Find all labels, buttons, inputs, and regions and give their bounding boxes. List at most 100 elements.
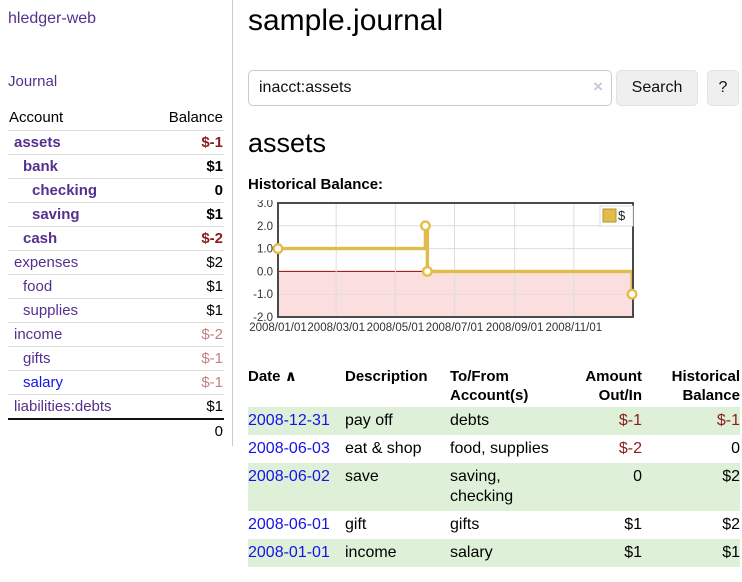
register-col-balance: Historical Balance bbox=[671, 368, 740, 404]
account-balance: $1 bbox=[148, 154, 224, 179]
account-balance: $1 bbox=[148, 202, 224, 227]
svg-text:2.0: 2.0 bbox=[257, 221, 273, 233]
chart-legend-label: $ bbox=[618, 208, 626, 223]
account-link-checking[interactable]: checking bbox=[32, 182, 98, 199]
accounts-col-account: Account bbox=[8, 105, 149, 131]
register-balance: 0 bbox=[731, 440, 740, 457]
svg-text:0.0: 0.0 bbox=[257, 266, 273, 278]
account-link-saving[interactable]: saving bbox=[32, 206, 80, 223]
chart-marker bbox=[626, 288, 638, 300]
account-link-salary[interactable]: salary bbox=[23, 374, 64, 391]
svg-text:3.0: 3.0 bbox=[257, 200, 273, 210]
register-accounts: food, supplies bbox=[450, 440, 549, 457]
account-link-liabilities-debts[interactable]: liabilities:debts bbox=[14, 398, 112, 415]
register-col-accounts: To/From Account(s) bbox=[450, 368, 529, 404]
account-link-supplies[interactable]: supplies bbox=[23, 302, 79, 319]
account-balance: $-2 bbox=[148, 226, 224, 251]
account-balance: $-1 bbox=[148, 346, 224, 371]
register-description: save bbox=[345, 468, 379, 485]
register-col-description: Description bbox=[345, 368, 428, 385]
register-row: 2008-06-01 gift gifts $1 $2 bbox=[248, 511, 740, 539]
account-row: saving $1 bbox=[8, 202, 224, 227]
register-balance: $-1 bbox=[716, 412, 740, 429]
account-link-gifts[interactable]: gifts bbox=[23, 350, 51, 367]
register-description: gift bbox=[345, 516, 367, 533]
accounts-total-value: 0 bbox=[148, 418, 224, 443]
sidebar: hledger-web Journal Account Balance asse… bbox=[0, 0, 233, 446]
account-link-expenses[interactable]: expenses bbox=[14, 254, 79, 271]
search-button[interactable]: Search bbox=[616, 70, 698, 106]
chart-marker bbox=[272, 243, 284, 255]
register-description: eat & shop bbox=[345, 440, 422, 457]
register-amount: $1 bbox=[624, 516, 642, 533]
register-accounts: debts bbox=[450, 412, 490, 429]
account-page-title: assets bbox=[248, 128, 327, 158]
svg-text:2008/11/01: 2008/11/01 bbox=[545, 322, 602, 334]
account-balance: $-2 bbox=[148, 322, 224, 347]
register-amount: $-2 bbox=[618, 440, 642, 457]
register-row: 2008-01-01 income salary $1 $1 bbox=[248, 539, 740, 567]
account-balance: $-1 bbox=[148, 130, 224, 155]
register-date-link[interactable]: 2008-06-01 bbox=[248, 516, 330, 533]
clear-search-icon[interactable]: × bbox=[593, 77, 603, 96]
register-amount: $1 bbox=[624, 544, 642, 561]
register-date-link[interactable]: 2008-06-02 bbox=[248, 468, 330, 485]
register-col-date[interactable]: Date ∧ bbox=[248, 368, 297, 385]
chart-marker bbox=[419, 220, 431, 232]
account-row: gifts $-1 bbox=[8, 346, 224, 371]
register-amount: 0 bbox=[633, 468, 642, 485]
register-balance: $2 bbox=[722, 468, 740, 485]
account-row: expenses $2 bbox=[8, 250, 224, 275]
svg-text:2008/03/01: 2008/03/01 bbox=[307, 322, 365, 334]
search-input[interactable] bbox=[248, 70, 612, 106]
main-content: sample.journal × Search ? assets Histori… bbox=[248, 0, 742, 567]
sidebar-item-journal[interactable]: Journal bbox=[8, 73, 58, 90]
register-date-link[interactable]: 2008-01-01 bbox=[248, 544, 330, 561]
register-accounts: gifts bbox=[450, 516, 480, 533]
account-link-assets[interactable]: assets bbox=[14, 134, 61, 151]
account-balance: $1 bbox=[148, 394, 224, 420]
chart-border bbox=[277, 202, 634, 318]
register-accounts: saving, checking bbox=[450, 468, 514, 505]
account-link-food[interactable]: food bbox=[23, 278, 53, 295]
svg-text:-1.0: -1.0 bbox=[253, 289, 273, 301]
search-form: × Search ? bbox=[248, 70, 742, 106]
register-row: 2008-06-02 save saving, checking 0 $2 bbox=[248, 463, 740, 511]
sort-asc-icon: ∧ bbox=[284, 368, 297, 385]
account-row: food $1 bbox=[8, 274, 224, 299]
account-link-cash[interactable]: cash bbox=[23, 230, 58, 247]
accounts-total-row: 0 bbox=[8, 418, 224, 443]
account-row: assets $-1 bbox=[8, 130, 224, 155]
account-balance: $2 bbox=[148, 250, 224, 275]
account-row: salary $-1 bbox=[8, 370, 224, 395]
register-balance: $2 bbox=[722, 516, 740, 533]
chart-label: Historical Balance: bbox=[248, 176, 384, 193]
register-date-link[interactable]: 2008-12-31 bbox=[248, 412, 330, 429]
account-row: checking 0 bbox=[8, 178, 224, 203]
account-row: income $-2 bbox=[8, 322, 224, 347]
accounts-table: Account Balance assets $-1 bank $1 checkin… bbox=[8, 105, 224, 443]
svg-text:1.0: 1.0 bbox=[257, 244, 273, 256]
chart-legend-swatch bbox=[602, 208, 617, 223]
account-row: cash $-2 bbox=[8, 226, 224, 251]
register-description: pay off bbox=[345, 412, 393, 429]
register-balance: $1 bbox=[722, 544, 740, 561]
help-button[interactable]: ? bbox=[707, 70, 739, 106]
account-link-bank[interactable]: bank bbox=[23, 158, 59, 175]
account-balance: 0 bbox=[148, 178, 224, 203]
register-accounts: salary bbox=[450, 544, 493, 561]
register-date-link[interactable]: 2008-06-03 bbox=[248, 440, 330, 457]
svg-text:2008/05/01: 2008/05/01 bbox=[367, 322, 425, 334]
register-table: Date ∧ Description To/From Account(s) Am… bbox=[248, 365, 740, 567]
chart-marker bbox=[421, 265, 433, 277]
account-row: bank $1 bbox=[8, 154, 224, 179]
account-balance: $-1 bbox=[148, 370, 224, 395]
register-col-amount: Amount Out/In bbox=[585, 368, 642, 404]
accounts-col-balance: Balance bbox=[148, 105, 224, 131]
account-link-income[interactable]: income bbox=[14, 326, 63, 343]
app-title-link[interactable]: hledger-web bbox=[8, 10, 97, 27]
svg-text:-2.0: -2.0 bbox=[253, 312, 273, 324]
page-title: sample.journal bbox=[248, 4, 444, 37]
svg-text:2008/07/01: 2008/07/01 bbox=[426, 322, 484, 334]
